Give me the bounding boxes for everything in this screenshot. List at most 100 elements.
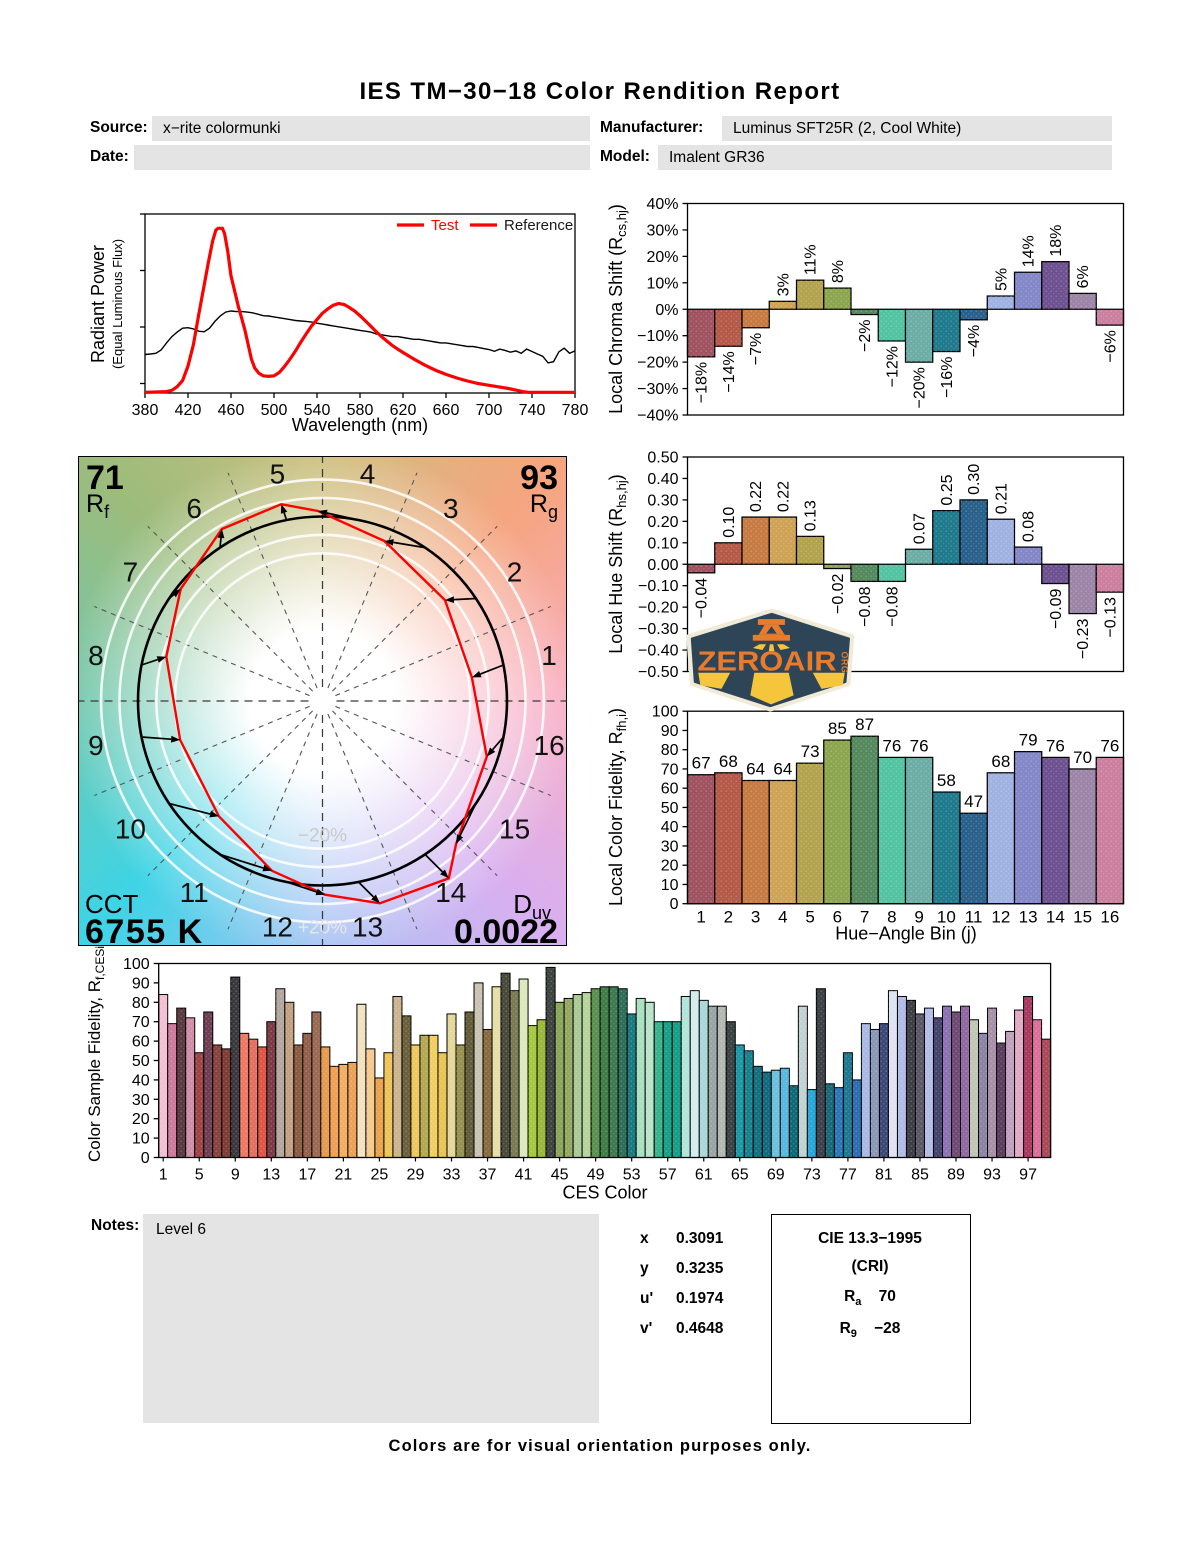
svg-text:380: 380 [132,402,159,419]
svg-text:CCT: CCT [85,889,139,919]
svg-text:60: 60 [661,781,679,798]
svg-text:12: 12 [262,912,293,943]
svg-text:18%: 18% [1048,225,1065,257]
svg-text:540: 540 [304,402,331,419]
svg-text:−16%: −16% [939,357,956,398]
svg-text:80: 80 [132,995,150,1012]
svg-text:13: 13 [352,912,383,943]
svg-text:97: 97 [1019,1167,1037,1184]
svg-text:2: 2 [507,557,523,588]
svg-text:61: 61 [695,1167,713,1184]
svg-text:73: 73 [803,1167,821,1184]
svg-text:6: 6 [833,908,842,927]
svg-text:10: 10 [115,813,146,844]
svg-text:0.0022: 0.0022 [454,913,558,951]
svg-text:50: 50 [132,1053,150,1070]
svg-text:−0.30: −0.30 [638,621,679,638]
svg-text:4: 4 [778,908,787,927]
svg-text:4: 4 [360,458,376,489]
svg-text:0: 0 [141,1150,150,1167]
svg-text:60: 60 [132,1034,150,1051]
svg-text:620: 620 [390,402,417,419]
svg-text:37: 37 [479,1167,497,1184]
svg-text:+20%: +20% [298,917,347,938]
svg-text:0.00: 0.00 [647,557,678,574]
svg-text:1: 1 [696,908,705,927]
svg-text:90: 90 [132,975,150,992]
svg-text:53: 53 [623,1167,641,1184]
svg-text:0.10: 0.10 [721,507,738,538]
svg-text:Reference: Reference [504,217,573,234]
svg-text:30: 30 [132,1092,150,1109]
svg-text:10%: 10% [646,275,678,292]
svg-text:85: 85 [828,719,847,738]
svg-text:−20%: −20% [298,826,347,847]
svg-text:40: 40 [132,1072,150,1089]
svg-text:69: 69 [767,1167,785,1184]
svg-text:6: 6 [186,493,202,524]
svg-text:−20%: −20% [637,355,678,372]
svg-text:85: 85 [911,1167,929,1184]
svg-text:15: 15 [1073,908,1092,927]
svg-text:8: 8 [88,640,104,671]
svg-text:9: 9 [88,730,104,761]
svg-text:9: 9 [914,908,923,927]
svg-text:−2%: −2% [857,320,874,352]
svg-text:40: 40 [661,819,679,836]
svg-text:6%: 6% [1075,265,1092,288]
svg-text:57: 57 [659,1167,677,1184]
svg-text:−0.09: −0.09 [1048,588,1065,629]
svg-text:49: 49 [587,1167,605,1184]
svg-text:−6%: −6% [1102,330,1119,362]
svg-text:13: 13 [1019,908,1038,927]
svg-text:81: 81 [875,1167,893,1184]
svg-text:93: 93 [983,1167,1001,1184]
svg-text:21: 21 [334,1167,352,1184]
svg-text:76: 76 [1046,736,1065,755]
svg-text:−20%: −20% [912,367,929,408]
svg-text:47: 47 [964,792,983,811]
svg-text:500: 500 [261,402,288,419]
svg-text:64: 64 [746,760,765,779]
svg-text:73: 73 [801,742,820,761]
svg-text:0%: 0% [655,302,678,319]
svg-text:Local Hue Shift (Rhs,hj): Local Hue Shift (Rhs,hj) [606,474,629,654]
svg-text:420: 420 [175,402,202,419]
svg-text:0.20: 0.20 [647,514,678,531]
svg-text:0.22: 0.22 [775,481,792,512]
svg-text:7: 7 [860,908,869,927]
svg-text:7: 7 [123,557,139,588]
svg-text:93: 93 [520,459,558,497]
svg-text:460: 460 [218,402,245,419]
svg-text:6755 K: 6755 K [85,913,204,951]
svg-text:14%: 14% [1021,235,1038,267]
svg-text:−0.13: −0.13 [1102,597,1119,638]
svg-text:20: 20 [132,1111,150,1128]
svg-text:Local Chroma Shift (Rcs,hj): Local Chroma Shift (Rcs,hj) [606,204,629,414]
svg-text:0.21: 0.21 [993,483,1010,514]
svg-text:68: 68 [991,752,1010,771]
svg-text:29: 29 [407,1167,425,1184]
svg-text:87: 87 [855,715,874,734]
svg-text:3: 3 [751,908,760,927]
svg-text:−0.40: −0.40 [638,643,679,660]
svg-text:71: 71 [86,459,124,497]
svg-text:0.30: 0.30 [966,464,983,495]
svg-text:30%: 30% [646,222,678,239]
svg-text:−0.08: −0.08 [857,586,874,627]
svg-text:0.08: 0.08 [1021,511,1038,542]
svg-text:ORG: ORG [840,652,850,674]
svg-text:25: 25 [371,1167,389,1184]
svg-text:−0.50: −0.50 [638,664,679,681]
svg-text:0.25: 0.25 [939,474,956,505]
svg-text:−18%: −18% [694,362,711,403]
svg-text:1: 1 [541,640,557,671]
svg-text:16: 16 [534,730,565,761]
svg-text:12: 12 [991,908,1010,927]
svg-text:13: 13 [262,1167,280,1184]
svg-text:ZEROAIR: ZEROAIR [698,645,837,676]
svg-text:0.10: 0.10 [647,535,678,552]
svg-text:−0.04: −0.04 [694,578,711,619]
svg-text:0.07: 0.07 [912,513,929,544]
svg-text:740: 740 [519,402,546,419]
